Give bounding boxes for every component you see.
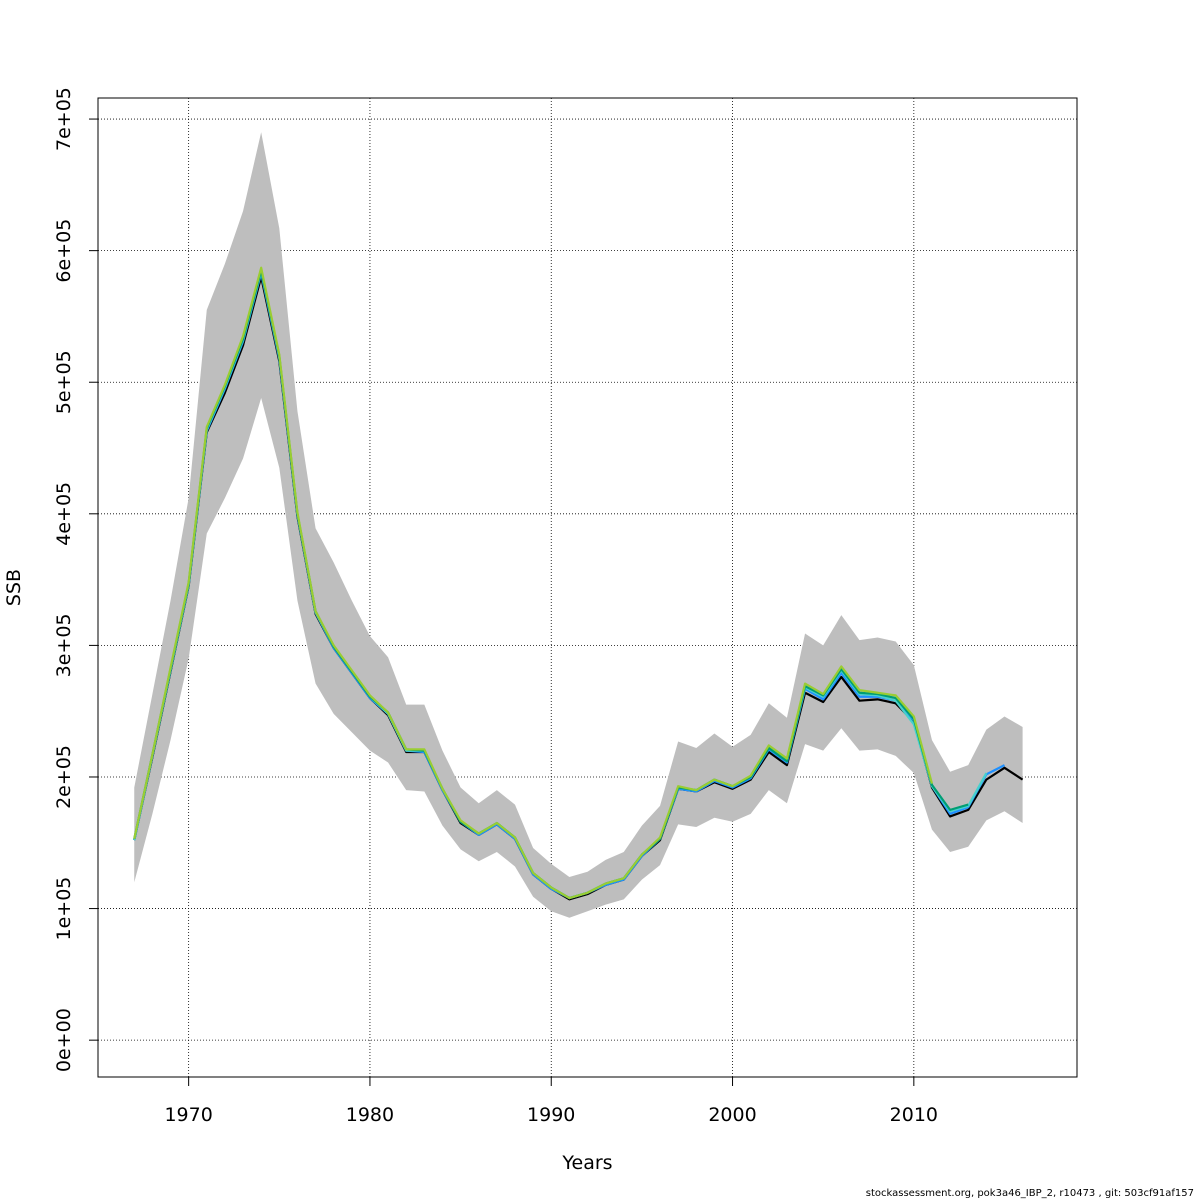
y-axis-title: SSB [3, 569, 25, 606]
y-tick-label: 6e+05 [53, 219, 75, 283]
y-tick-label: 0e+00 [53, 1008, 75, 1072]
x-tick-label: 1970 [164, 1104, 212, 1126]
x-axis-title: Years [561, 1152, 612, 1174]
confidence-band [134, 132, 1023, 918]
x-axis: 1970 1980 1990 2000 2010 [164, 1076, 938, 1126]
y-tick-label: 2e+05 [53, 745, 75, 809]
y-tick-label: 4e+05 [53, 482, 75, 546]
y-tick-label: 3e+05 [53, 613, 75, 677]
footer-credit: stockassessment.org, pok3a46_IBP_2, r104… [865, 1188, 1194, 1199]
y-tick-label: 5e+05 [53, 350, 75, 414]
series-lines [133, 266, 1024, 901]
ssb-confidence-band [134, 132, 1023, 918]
y-tick-label: 1e+05 [53, 877, 75, 941]
x-tick-label: 1980 [346, 1104, 394, 1126]
y-tick-label: 7e+05 [53, 87, 75, 151]
x-tick-label: 2000 [708, 1104, 756, 1126]
x-tick-label: 1990 [527, 1104, 575, 1126]
ssb-series-line-5 [133, 266, 934, 900]
x-tick-label: 2010 [890, 1104, 938, 1126]
y-axis: 0e+00 1e+05 2e+05 3e+05 4e+05 5e+05 6e+05 7e+05 [53, 87, 99, 1072]
